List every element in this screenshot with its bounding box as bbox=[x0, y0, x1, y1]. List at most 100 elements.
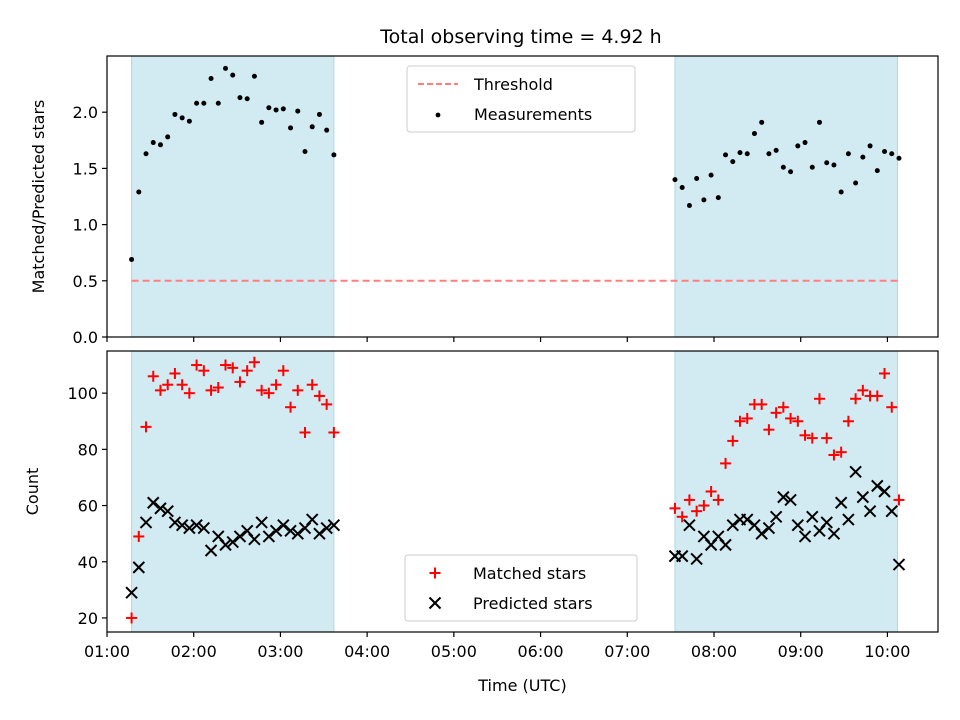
predicted-star-point bbox=[125, 586, 138, 599]
legend-threshold-label: Threshold bbox=[473, 75, 553, 94]
y-tick-label: 60 bbox=[78, 497, 98, 516]
measurement-point bbox=[860, 154, 866, 160]
measurement-point bbox=[694, 176, 700, 182]
predicted-star-point bbox=[248, 533, 261, 546]
matched-star-point bbox=[256, 384, 268, 396]
measurement-point bbox=[208, 75, 214, 81]
matched-star-point bbox=[799, 429, 811, 441]
matched-star-point bbox=[698, 500, 710, 512]
cross-stroke-b bbox=[892, 558, 906, 571]
cross-stroke-b bbox=[842, 513, 855, 526]
measurement-point bbox=[143, 151, 149, 157]
cross-stroke-b bbox=[233, 530, 247, 543]
bottom-axes-frame bbox=[106, 350, 939, 633]
matched-star-point bbox=[785, 412, 797, 424]
matched-star-point bbox=[676, 511, 688, 523]
cross-stroke-b bbox=[161, 504, 174, 518]
cross-stroke-b bbox=[834, 496, 848, 509]
y-tick-label: 2.0 bbox=[73, 103, 98, 122]
observing-window-band bbox=[674, 55, 899, 338]
predicted-star-point bbox=[168, 516, 182, 529]
x-tick-label: 04:00 bbox=[344, 642, 390, 661]
matched-star-point bbox=[857, 384, 869, 396]
bottom-legend-box bbox=[404, 554, 638, 622]
matched-star-point bbox=[763, 424, 775, 436]
predicted-star-point bbox=[885, 504, 898, 518]
cross-stroke-b bbox=[741, 513, 754, 526]
measurement-point bbox=[889, 151, 895, 157]
top-legend: Threshold Measurements bbox=[406, 65, 636, 133]
matched-star-point bbox=[220, 359, 232, 371]
predicted-star-point bbox=[834, 496, 848, 509]
predicted-star-point bbox=[755, 527, 768, 540]
chart-title: Total observing time = 4.92 h bbox=[379, 26, 661, 48]
observing-window-band bbox=[131, 55, 335, 338]
legend-measurement-swatch bbox=[435, 112, 441, 118]
legend-measurement-label: Measurements bbox=[474, 105, 592, 124]
measurement-point bbox=[730, 159, 736, 165]
predicted-star-point bbox=[320, 521, 333, 535]
matched-star-point bbox=[299, 426, 311, 438]
predicted-star-point bbox=[255, 516, 268, 529]
predicted-star-point bbox=[675, 549, 689, 563]
measurement-point bbox=[672, 177, 678, 183]
cross-stroke-b bbox=[240, 524, 254, 538]
y-tick-label: 1.0 bbox=[73, 216, 98, 235]
predicted-star-point bbox=[798, 530, 812, 543]
measurement-point bbox=[679, 185, 685, 191]
legend-predicted-swatch bbox=[428, 596, 442, 610]
measurement-point bbox=[845, 151, 851, 157]
predicted-star-point bbox=[762, 521, 776, 535]
cross-stroke-b bbox=[204, 544, 218, 557]
y-tick-label: 80 bbox=[78, 440, 98, 459]
bottom-panel: 20 40 60 80 100 01:00 02:00 03:00 04:00 05:00 06:… bbox=[23, 350, 939, 695]
bottom-y-axis-ticks: 20 40 60 80 100 bbox=[67, 384, 107, 628]
measurement-point bbox=[280, 106, 286, 112]
x-tick-label: 05:00 bbox=[431, 642, 477, 661]
y-tick-label: 0.5 bbox=[73, 272, 98, 291]
cross-stroke-b bbox=[675, 549, 689, 563]
measurement-point bbox=[838, 189, 844, 195]
x-axis-label: Time (UTC) bbox=[477, 676, 566, 695]
matched-star-point bbox=[669, 502, 681, 514]
cross-stroke-b bbox=[125, 586, 138, 599]
predicted-star-point bbox=[269, 524, 283, 538]
measurement-point bbox=[136, 189, 142, 195]
predicted-star-point bbox=[784, 493, 797, 507]
predicted-star-point bbox=[132, 561, 146, 574]
measurement-point bbox=[759, 119, 765, 125]
top-y-axis-ticks: 0.0 0.5 1.0 1.5 2.0 bbox=[73, 103, 107, 347]
measurement-point bbox=[896, 155, 902, 161]
matched-star-point bbox=[835, 446, 847, 458]
measurement-point bbox=[737, 150, 743, 156]
cross-stroke-b bbox=[320, 521, 333, 535]
cross-stroke-b bbox=[139, 516, 153, 529]
measurement-point bbox=[172, 111, 178, 117]
predicted-star-point bbox=[306, 513, 319, 526]
predicted-star-point bbox=[183, 521, 196, 535]
cross-stroke-b bbox=[697, 530, 711, 543]
matched-star-point bbox=[154, 384, 166, 396]
cross-stroke-b bbox=[690, 552, 703, 566]
matched-star-point bbox=[741, 412, 753, 424]
matched-star-point bbox=[886, 401, 898, 413]
matched-star-point bbox=[191, 359, 203, 371]
matched-star-point bbox=[227, 362, 239, 374]
measurement-point bbox=[150, 140, 156, 146]
x-tick-label: 08:00 bbox=[691, 642, 737, 661]
matched-star-point bbox=[871, 390, 883, 402]
cross-stroke-b bbox=[147, 496, 160, 509]
measurement-point bbox=[874, 168, 880, 174]
cross-stroke-b bbox=[277, 519, 290, 532]
predicted-star-point bbox=[313, 527, 326, 540]
measurement-point bbox=[194, 100, 200, 106]
top-x-axis-ticks bbox=[106, 337, 889, 342]
top-observing-windows bbox=[131, 55, 899, 338]
matched-star-point bbox=[198, 365, 210, 377]
bottom-observing-windows bbox=[131, 350, 899, 633]
cross-stroke-b bbox=[748, 519, 761, 532]
matched-star-point bbox=[712, 494, 724, 506]
measurement-point bbox=[867, 143, 873, 149]
measurement-point bbox=[179, 115, 185, 121]
measurement-point bbox=[266, 105, 272, 111]
